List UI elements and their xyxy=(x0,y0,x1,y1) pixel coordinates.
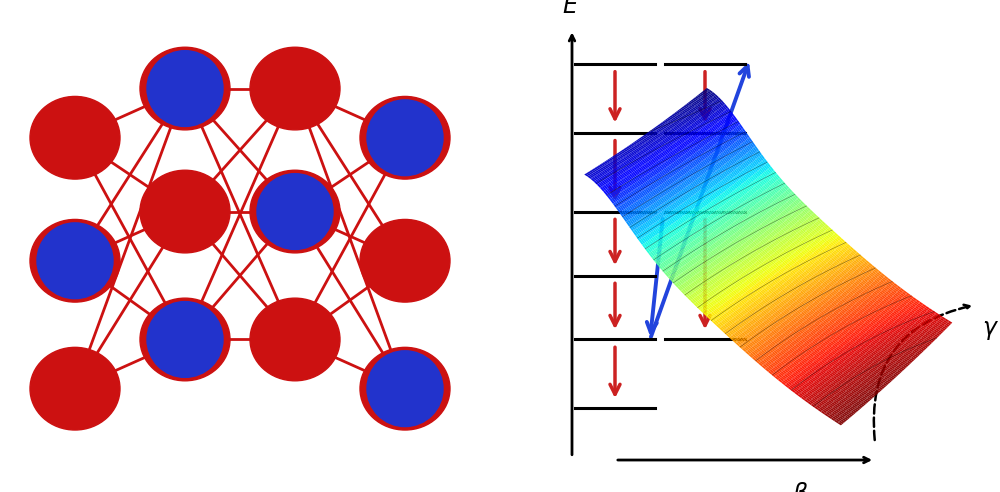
Text: $E^*$: $E^*$ xyxy=(562,0,592,20)
Ellipse shape xyxy=(257,174,333,249)
Ellipse shape xyxy=(140,298,230,381)
Ellipse shape xyxy=(30,347,120,430)
Ellipse shape xyxy=(367,100,443,176)
Ellipse shape xyxy=(147,174,223,249)
Ellipse shape xyxy=(257,302,333,377)
Text: $\gamma$: $\gamma$ xyxy=(982,318,999,341)
Ellipse shape xyxy=(250,170,340,253)
Ellipse shape xyxy=(37,100,113,176)
Ellipse shape xyxy=(140,47,230,130)
Ellipse shape xyxy=(250,298,340,381)
Ellipse shape xyxy=(360,347,450,430)
Ellipse shape xyxy=(257,51,333,126)
Ellipse shape xyxy=(147,51,223,126)
Ellipse shape xyxy=(147,302,223,377)
Ellipse shape xyxy=(360,219,450,302)
Text: $\beta$: $\beta$ xyxy=(792,480,808,492)
Ellipse shape xyxy=(37,223,113,299)
Ellipse shape xyxy=(30,219,120,302)
Ellipse shape xyxy=(367,223,443,299)
Ellipse shape xyxy=(367,351,443,427)
Ellipse shape xyxy=(360,96,450,179)
Ellipse shape xyxy=(250,47,340,130)
Ellipse shape xyxy=(30,96,120,179)
Ellipse shape xyxy=(140,170,230,253)
Ellipse shape xyxy=(37,351,113,427)
